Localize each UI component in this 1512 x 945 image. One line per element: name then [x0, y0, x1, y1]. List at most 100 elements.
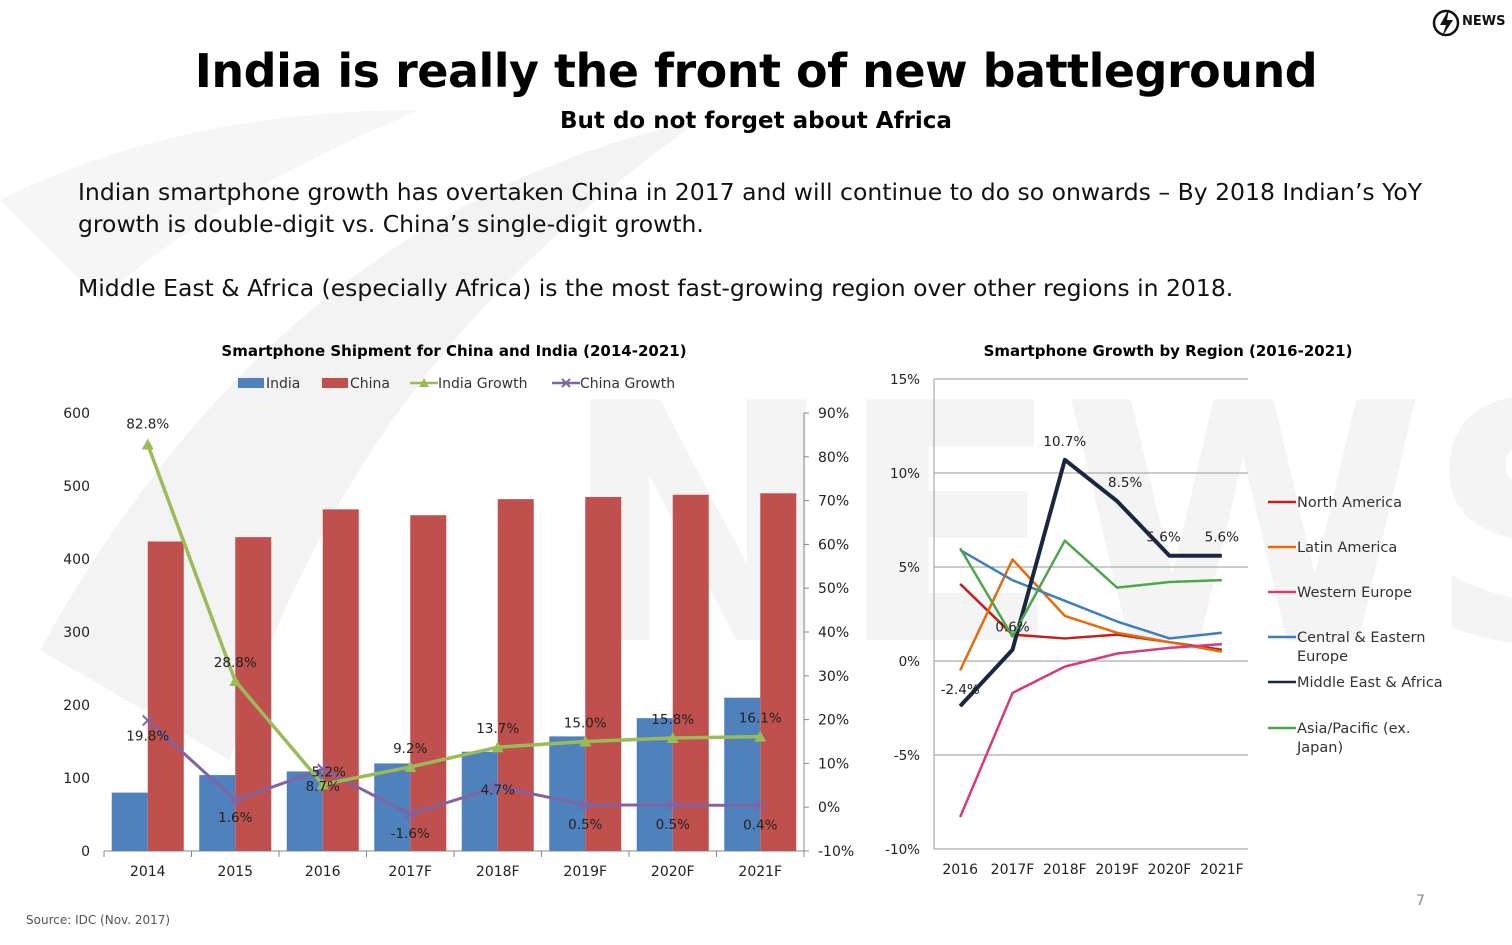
chart2-line-central-eastern-europe — [959, 548, 1222, 640]
chart1-data-label-china-growth: 4.7% — [481, 783, 515, 799]
chart2-ytick-label: 10% — [890, 466, 920, 482]
chart1-legend-marker — [561, 378, 571, 388]
chart1-y2tick-label: 40% — [818, 625, 849, 641]
chart1-point-india-growth — [229, 675, 242, 687]
chart1-data-label-china-growth: 19.8% — [126, 728, 169, 744]
chart1-bar-china — [410, 515, 447, 851]
page-number: 7 — [1416, 893, 1425, 909]
chart2-line-western-europe — [959, 642, 1222, 818]
svg-text:NEWS: NEWS — [560, 334, 1512, 718]
chart2-line-asia-pacific-ex-japan- — [959, 539, 1222, 638]
paragraph-india-growth: Indian smartphone growth has overtaken C… — [78, 178, 1423, 238]
chart1-xtick-label: 2018F — [476, 864, 520, 880]
chart1-title: Smartphone Shipment for China and India … — [221, 342, 686, 360]
chart1-bar-china — [235, 537, 272, 851]
chart1-ytick-label: 500 — [63, 479, 90, 495]
chart1-legend-marker — [419, 378, 429, 387]
chart2-xtick-label: 2016 — [942, 862, 978, 878]
brand-logo — [1432, 9, 1460, 37]
chart1-y2tick-label: 50% — [818, 581, 849, 597]
chart1-bar-india — [286, 771, 323, 851]
chart1-legend-label: China Growth — [580, 376, 675, 392]
chart1-bar-india — [461, 751, 498, 851]
chart1-ytick-label: 600 — [63, 406, 90, 422]
chart1-data-label-india-growth: 16.1% — [739, 711, 782, 727]
chart1-point-china-growth — [142, 714, 154, 727]
chart1-point-india-growth — [316, 778, 329, 790]
chart1-xtick-label: 2017F — [388, 864, 432, 880]
chart1-bar-india — [549, 736, 586, 851]
chart1-y2tick-label: -10% — [818, 844, 854, 860]
chart1-point-china-growth — [317, 763, 329, 775]
chart2-title: Smartphone Growth by Region (2016-2021) — [984, 342, 1353, 360]
chart1-legend-swatch — [238, 378, 264, 388]
chart1-line-china-growth — [146, 719, 761, 816]
chart1-point-china-growth — [667, 799, 679, 811]
chart2-line-north-america — [959, 583, 1223, 651]
chart1-legend-label: India — [266, 376, 300, 392]
chart1-data-label-india-growth: 5.2% — [312, 764, 346, 780]
chart1-point-china-growth — [492, 780, 504, 793]
page-subtitle: But do not forget about Africa — [560, 108, 952, 134]
chart2-data-label-mea: 10.7% — [1043, 434, 1086, 450]
chart2-data-label-mea: 5.6% — [1146, 530, 1180, 546]
chart2-xtick-label: 2021F — [1200, 862, 1244, 878]
chart1-y2tick-label: 10% — [818, 756, 849, 772]
chart2-data-label-mea: 0.6% — [995, 620, 1029, 636]
chart2-ytick-label: -5% — [894, 748, 920, 764]
chart2-data-label-mea: 5.6% — [1205, 530, 1239, 546]
chart1-y2tick-label: 60% — [818, 537, 849, 553]
page-title: India is really the front of new battleg… — [194, 44, 1318, 98]
chart1-bar-china — [147, 541, 184, 851]
chart2-legend-label: Central & Eastern — [1297, 630, 1425, 646]
logo-text: NEWS — [1462, 14, 1506, 29]
chart1-legend-label: India Growth — [438, 376, 527, 392]
chart1-point-india-growth — [754, 730, 767, 742]
chart1-data-label-india-growth: 15.0% — [564, 716, 607, 732]
chart1-data-label-china-growth: 1.6% — [218, 810, 252, 826]
chart1-ytick-label: 100 — [63, 771, 90, 787]
chart1-data-label-china-growth: 0.5% — [656, 817, 690, 833]
chart1-ytick-label: 200 — [63, 698, 90, 714]
chart1-y2tick-label: 80% — [818, 450, 849, 466]
chart2-legend-label: Asia/Pacific (ex. — [1297, 721, 1410, 737]
chart2-line-middle-east-africa — [958, 457, 1222, 708]
chart2-ytick-label: -10% — [885, 842, 920, 858]
chart1-ytick-label: 0 — [81, 844, 90, 860]
chart2-xtick-label: 2018F — [1043, 862, 1087, 878]
chart1-bar-china — [497, 499, 534, 851]
chart2-legend-label: North America — [1297, 495, 1402, 511]
chart1-bar-china — [585, 496, 622, 851]
chart2-ytick-label: 0% — [899, 654, 921, 670]
chart1-point-india-growth — [491, 741, 504, 753]
chart1-line-india-growth — [146, 443, 761, 787]
chart1-point-china-growth — [229, 794, 241, 806]
chart2-data-label-mea: 8.5% — [1108, 475, 1142, 491]
chart1-legend-swatch — [322, 378, 348, 388]
chart2-ytick-label: 15% — [890, 372, 920, 388]
chart1-y2tick-label: 90% — [818, 406, 849, 422]
chart1-bar-china — [760, 493, 797, 851]
chart1-legend-label: China — [350, 376, 390, 392]
chart2-legend-label: Europe — [1297, 649, 1348, 665]
chart1-bar-india — [636, 718, 673, 851]
chart1-bar-india — [374, 763, 411, 851]
chart1-ytick-label: 400 — [63, 552, 90, 568]
chart1-bar-india — [199, 775, 236, 851]
chart1-data-label-india-growth: 28.8% — [214, 655, 257, 671]
chart1-xtick-label: 2016 — [305, 864, 341, 880]
chart1-data-label-india-growth: 82.8% — [126, 417, 169, 433]
chart2-xtick-label: 2020F — [1148, 862, 1192, 878]
chart2-line-latin-america — [959, 558, 1223, 671]
chart1-point-india-growth — [404, 760, 417, 772]
chart1-data-label-india-growth: 13.7% — [476, 721, 519, 737]
chart1-point-india-growth — [141, 438, 154, 450]
source-note: Source: IDC (Nov. 2017) — [26, 913, 171, 927]
paragraph-mea-growth: Middle East & Africa (especially Africa)… — [78, 274, 1234, 302]
chart1-point-india-growth — [666, 731, 679, 743]
chart1-data-label-china-growth: -1.6% — [391, 826, 430, 842]
chart1-y2tick-label: 70% — [818, 494, 849, 510]
chart1-xtick-label: 2014 — [130, 864, 166, 880]
